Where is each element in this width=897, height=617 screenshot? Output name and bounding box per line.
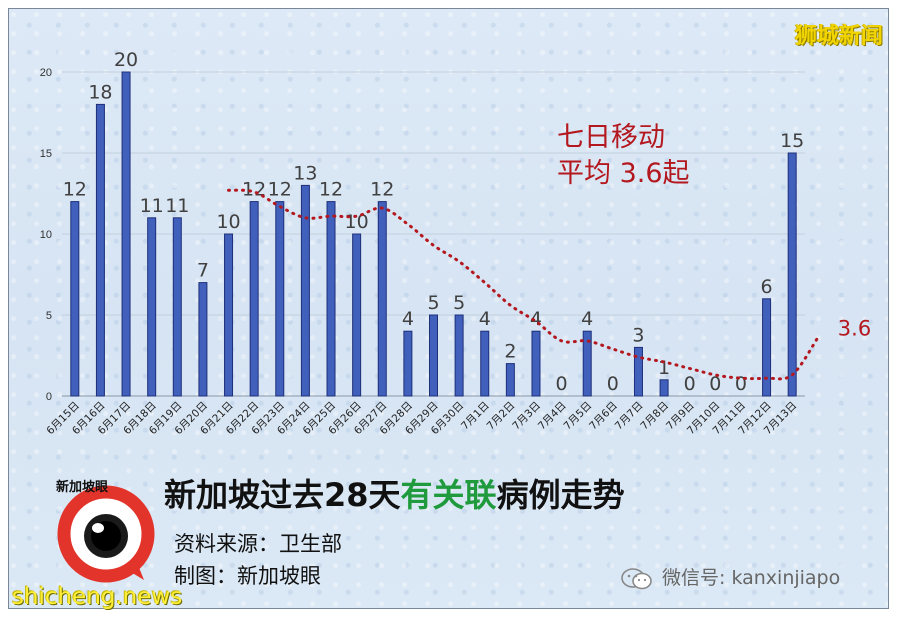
moving-average-line <box>227 188 820 381</box>
data-label: 4 <box>581 308 593 330</box>
bar <box>531 330 541 397</box>
bar <box>377 201 387 397</box>
bar <box>454 314 464 397</box>
data-label: 5 <box>453 292 465 314</box>
data-label: 11 <box>165 195 189 217</box>
bar <box>480 330 490 397</box>
data-label: 11 <box>140 195 164 217</box>
data-label: 12 <box>370 179 394 201</box>
y-tick-label: 15 <box>40 148 52 160</box>
data-label: 0 <box>607 373 619 395</box>
site-watermark: shicheng.news <box>12 584 183 610</box>
maker-credit: 制图：新加坡眼 <box>174 564 321 588</box>
annotation-line1: 七日移动 <box>557 122 665 153</box>
data-label: 2 <box>504 341 516 363</box>
y-tick-label: 5 <box>46 310 52 322</box>
page-title: 新加坡过去28天有关联病例走势 <box>164 470 625 516</box>
data-label: 3 <box>632 324 644 346</box>
bar <box>249 201 259 397</box>
source-credit: 资料来源：卫生部 <box>174 532 342 556</box>
bar <box>326 201 336 397</box>
bar <box>95 103 105 397</box>
data-label: 18 <box>88 81 112 103</box>
bar <box>505 363 515 397</box>
bar <box>121 71 131 397</box>
data-label: 1 <box>658 357 670 379</box>
bar <box>147 217 157 397</box>
data-label: 4 <box>402 308 414 330</box>
y-tick-label: 0 <box>46 391 52 403</box>
bar <box>224 233 234 397</box>
bar <box>275 201 285 397</box>
wechat-id-text: 微信号: kanxinjiapo <box>662 567 841 589</box>
bar <box>198 282 208 397</box>
title-highlight: 有关联 <box>400 476 497 514</box>
moving-average-annotation: 七日移动 平均 3.6起 <box>557 120 690 192</box>
moving-average-end-label: 3.6 <box>838 317 871 341</box>
y-tick-label: 10 <box>40 229 52 241</box>
data-label: 0 <box>556 373 568 395</box>
brand-watermark: 狮城新闻 <box>794 24 883 49</box>
data-label: 4 <box>479 308 491 330</box>
title-prefix: 新加坡过去28天 <box>164 476 401 514</box>
title-suffix: 病例走势 <box>496 476 625 514</box>
y-tick-label: 20 <box>40 67 52 79</box>
data-label: 12 <box>63 179 87 201</box>
bar <box>70 201 80 397</box>
wechat-icon <box>621 567 652 589</box>
bar <box>787 152 797 397</box>
bar <box>429 314 438 397</box>
bar <box>352 233 362 397</box>
data-label: 13 <box>293 162 317 184</box>
bar <box>633 346 643 397</box>
data-label: 12 <box>319 179 343 201</box>
data-label: 0 <box>735 373 747 395</box>
data-label: 20 <box>114 49 138 71</box>
data-label: 15 <box>780 130 804 152</box>
bar <box>403 330 413 397</box>
annotation-line2: 平均 3.6起 <box>557 158 690 189</box>
wechat-id: 微信号: kanxinjiapo <box>620 563 840 591</box>
bar <box>300 184 310 397</box>
data-label: 10 <box>216 211 240 233</box>
data-label: 12 <box>242 179 266 201</box>
bar <box>582 330 592 397</box>
data-label: 5 <box>427 292 439 314</box>
data-label: 7 <box>197 260 209 282</box>
bar <box>659 379 669 397</box>
data-label: 12 <box>268 179 292 201</box>
data-label: 6 <box>761 276 773 298</box>
logo-text: 新加坡眼 <box>56 480 109 495</box>
bar <box>172 217 182 397</box>
bar <box>762 298 772 397</box>
data-label: 0 <box>684 373 696 395</box>
data-label: 0 <box>709 373 721 395</box>
logo-icon <box>57 485 155 583</box>
data-label: 10 <box>345 211 369 233</box>
